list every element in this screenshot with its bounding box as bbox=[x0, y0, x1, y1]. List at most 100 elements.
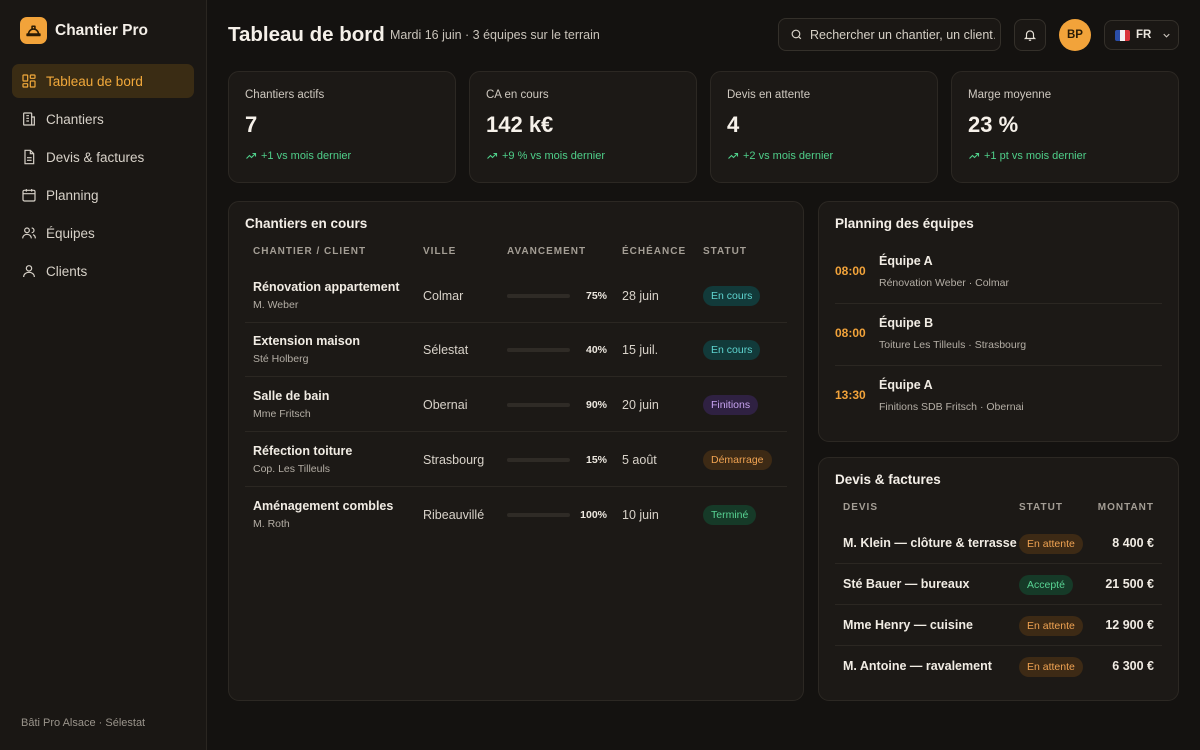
table-row[interactable]: M. Klein — clôture & terrasse En attente 8… bbox=[835, 523, 1162, 564]
card-title: Planning des équipes bbox=[835, 216, 974, 231]
sidebar-item-dashboard[interactable]: Tableau de bord bbox=[12, 64, 194, 98]
sidebar: Chantier Pro Tableau de bord Chantiers D… bbox=[0, 0, 207, 750]
progress-bar bbox=[507, 513, 570, 517]
kpi-trend-text: +1 pt vs mois dernier bbox=[984, 150, 1087, 162]
sidebar-nav: Tableau de bord Chantiers Devis & factur… bbox=[12, 64, 194, 292]
notifications-button[interactable] bbox=[1014, 19, 1046, 51]
hardhat-logo-icon bbox=[20, 17, 47, 44]
planning-item[interactable]: 08:00 Équipe A Rénovation Weber · Colmar bbox=[835, 242, 1162, 304]
chantier-city: Strasbourg bbox=[423, 453, 485, 467]
progress-bar bbox=[507, 403, 570, 407]
chantier-name: Aménagement combles bbox=[253, 499, 394, 513]
sidebar-item-equipes[interactable]: Équipes bbox=[12, 216, 194, 250]
search-box[interactable] bbox=[778, 18, 1001, 51]
planning-item[interactable]: 08:00 Équipe B Toiture Les Tilleuls · St… bbox=[835, 304, 1162, 366]
kpi-trend-text: +9 % vs mois dernier bbox=[502, 150, 606, 162]
search-input[interactable] bbox=[810, 27, 995, 42]
sidebar-item-clients[interactable]: Clients bbox=[12, 254, 194, 288]
planning-team: Équipe A bbox=[879, 378, 933, 392]
devis-amount: 12 900 € bbox=[1105, 618, 1154, 632]
planning-desc: Finitions SDB Fritsch · Obernai bbox=[879, 401, 1024, 413]
kpi-trend-text: +1 vs mois dernier bbox=[261, 150, 352, 162]
devis-name: Sté Bauer — bureaux bbox=[843, 577, 970, 591]
chantier-name: Extension maison bbox=[253, 334, 360, 348]
kpi-trend-text: +2 vs mois dernier bbox=[743, 150, 834, 162]
progress-bar bbox=[507, 348, 570, 352]
column-header: MONTANT bbox=[1097, 502, 1154, 513]
table-row[interactable]: Mme Henry — cuisine En attente 12 900 € bbox=[835, 605, 1162, 646]
bell-icon bbox=[1023, 30, 1037, 41]
planning-desc: Toiture Les Tilleuls · Strasbourg bbox=[879, 339, 1027, 351]
planning-desc: Rénovation Weber · Colmar bbox=[879, 277, 1009, 289]
kpi-card-marge[interactable]: Marge moyenne 23 % +1 pt vs mois dernier bbox=[951, 71, 1179, 183]
brand[interactable]: Chantier Pro bbox=[20, 17, 148, 44]
column-header: AVANCEMENT bbox=[507, 246, 587, 257]
column-header: VILLE bbox=[423, 246, 457, 257]
planning-time: 13:30 bbox=[835, 388, 866, 402]
building-icon bbox=[23, 112, 35, 126]
sidebar-item-devis[interactable]: Devis & factures bbox=[12, 140, 194, 174]
progress-percent: 90% bbox=[585, 399, 607, 411]
table-row[interactable]: M. Antoine — ravalement En attente 6 300 € bbox=[835, 646, 1162, 687]
column-header: CHANTIER / CLIENT bbox=[253, 246, 367, 257]
status-badge: Finitions bbox=[703, 395, 759, 415]
kpi-card-devis[interactable]: Devis en attente 4 +2 vs mois dernier bbox=[710, 71, 938, 183]
chantier-due-date: 5 août bbox=[622, 453, 657, 467]
planning-team: Équipe A bbox=[879, 254, 933, 268]
sidebar-item-label: Planning bbox=[46, 187, 99, 203]
chantier-client: M. Weber bbox=[253, 299, 299, 311]
progress-percent: 40% bbox=[585, 344, 607, 356]
kpi-card-chantiers[interactable]: Chantiers actifs 7 +1 vs mois dernier bbox=[228, 71, 456, 183]
chantier-due-date: 28 juin bbox=[622, 289, 659, 303]
devis-name: M. Klein — clôture & terrasse bbox=[843, 536, 1017, 550]
chantier-city: Sélestat bbox=[423, 343, 469, 357]
devis-amount: 21 500 € bbox=[1105, 577, 1154, 591]
page-subtitle: Mardi 16 juin · 3 équipes sur le terrain bbox=[390, 28, 600, 42]
chantier-client: M. Roth bbox=[253, 518, 290, 530]
chantier-name: Réfection toiture bbox=[253, 444, 353, 458]
status-badge: En attente bbox=[1019, 657, 1083, 677]
trend-up-icon bbox=[728, 152, 739, 159]
sidebar-item-label: Devis & factures bbox=[46, 149, 145, 165]
sidebar-item-label: Clients bbox=[46, 263, 88, 279]
devis-card: Devis & factures DEVIS STATUT MONTANT M.… bbox=[818, 457, 1179, 701]
progress-fill bbox=[507, 403, 564, 407]
kpi-label: Devis en attente bbox=[727, 89, 811, 101]
status-badge: Démarrage bbox=[703, 450, 772, 470]
planning-time: 08:00 bbox=[835, 264, 866, 278]
table-row[interactable]: Salle de bain Mme Fritsch Obernai 90% 20 jui… bbox=[245, 378, 787, 432]
table-row[interactable]: Extension maison Sté Holberg Sélestat 40% 15… bbox=[245, 323, 787, 377]
search-icon bbox=[791, 29, 802, 40]
kpi-value: 4 bbox=[727, 112, 740, 137]
trend-up-icon bbox=[246, 152, 257, 159]
sidebar-item-chantiers[interactable]: Chantiers bbox=[12, 102, 194, 136]
kpi-label: Marge moyenne bbox=[968, 89, 1052, 101]
language-select[interactable]: FR bbox=[1104, 20, 1179, 50]
planning-team: Équipe B bbox=[879, 316, 934, 330]
table-row[interactable]: Rénovation appartement M. Weber Colmar 75% 2… bbox=[245, 269, 787, 323]
kpi-trend: +9 % vs mois dernier bbox=[486, 150, 605, 162]
chantier-due-date: 15 juil. bbox=[622, 343, 659, 357]
devis-name: Mme Henry — cuisine bbox=[843, 618, 973, 632]
status-badge: Terminé bbox=[703, 505, 757, 525]
kpi-trend: +2 vs mois dernier bbox=[727, 150, 833, 162]
planning-item[interactable]: 13:30 Équipe A Finitions SDB Fritsch · O… bbox=[835, 366, 1162, 428]
planning-time: 08:00 bbox=[835, 326, 866, 340]
table-row[interactable]: Sté Bauer — bureaux Accepté 21 500 € bbox=[835, 564, 1162, 605]
kpi-value: 142 k€ bbox=[486, 112, 554, 137]
sidebar-item-planning[interactable]: Planning bbox=[12, 178, 194, 212]
kpi-card-ca[interactable]: CA en cours 142 k€ +9 % vs mois dernier bbox=[469, 71, 697, 183]
kpi-trend: +1 pt vs mois dernier bbox=[968, 150, 1086, 162]
sidebar-item-label: Équipes bbox=[46, 225, 95, 241]
chantier-client: Sté Holberg bbox=[253, 353, 309, 365]
column-header: STATUT bbox=[1019, 502, 1063, 513]
calendar-icon bbox=[22, 189, 36, 202]
app-name: Chantier Pro bbox=[55, 21, 149, 39]
status-badge: En attente bbox=[1019, 534, 1083, 554]
table-row[interactable]: Aménagement combles M. Roth Ribeauvillé 100… bbox=[245, 488, 787, 542]
progress-percent: 15% bbox=[585, 454, 607, 466]
avatar[interactable]: BP bbox=[1059, 19, 1091, 51]
table-row[interactable]: Réfection toiture Cop. Les Tilleuls Strasb… bbox=[245, 433, 787, 487]
status-badge: En attente bbox=[1019, 616, 1083, 636]
card-title: Devis & factures bbox=[835, 472, 941, 487]
